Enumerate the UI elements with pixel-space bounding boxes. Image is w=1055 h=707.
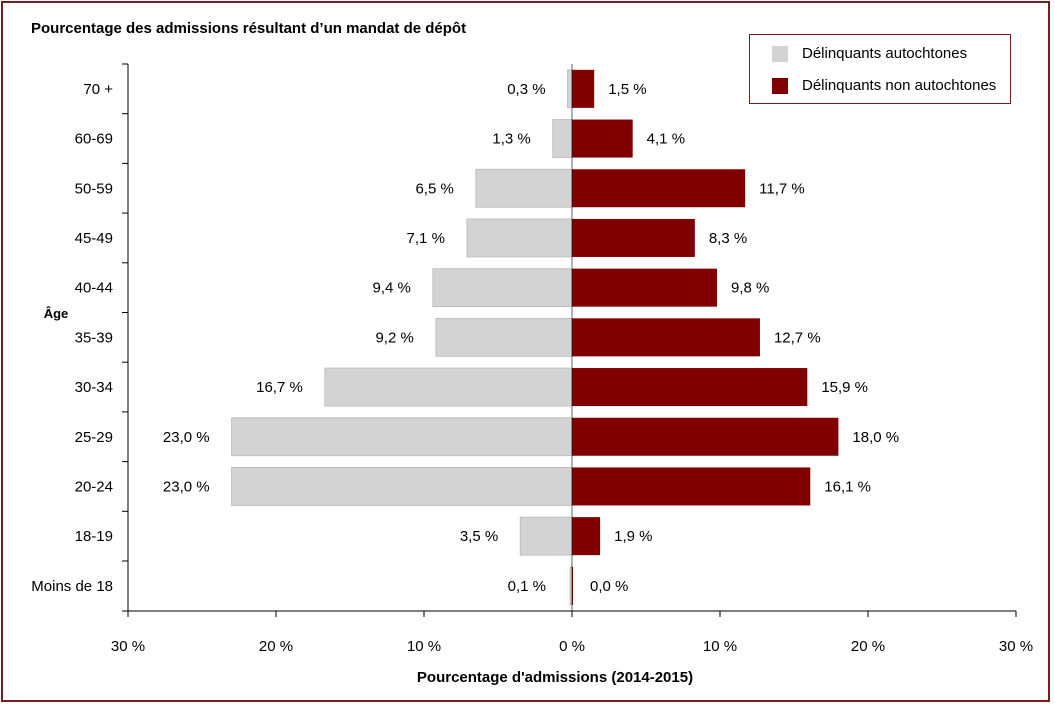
bar-non-aboriginal <box>572 417 839 456</box>
y-axis-label: Âge <box>44 306 69 321</box>
data-label-non-aboriginal: 16,1 % <box>824 478 871 495</box>
x-tick-label: 30 % <box>111 638 145 655</box>
legend-swatch-non-aboriginal <box>772 77 788 94</box>
bar-non-aboriginal <box>572 566 573 605</box>
y-tick-label: 20-24 <box>75 478 113 495</box>
data-label-aboriginal: 16,7 % <box>256 379 303 396</box>
y-tick-label: 60-69 <box>75 131 113 148</box>
data-label-non-aboriginal: 4,1 % <box>647 131 685 148</box>
x-tick-label: 20 % <box>851 638 885 655</box>
y-tick-label: 40-44 <box>75 280 113 297</box>
data-label-non-aboriginal: 11,7 % <box>759 180 805 197</box>
bar-non-aboriginal <box>572 218 695 257</box>
y-tick-label: 45-49 <box>75 230 113 247</box>
data-label-aboriginal: 9,2 % <box>375 329 413 346</box>
y-tick-label: 35-39 <box>75 329 113 346</box>
legend-label-non-aboriginal: Délinquants non autochtones <box>802 77 997 94</box>
bar-aboriginal <box>475 168 573 208</box>
data-label-non-aboriginal: 8,3 % <box>709 230 747 247</box>
data-label-non-aboriginal: 0,0 % <box>590 578 628 595</box>
chart-legend: Délinquants autochtones Délinquants non … <box>749 34 1011 104</box>
data-label-non-aboriginal: 1,9 % <box>614 528 652 545</box>
bar-aboriginal <box>324 367 573 407</box>
data-label-aboriginal: 9,4 % <box>373 280 411 297</box>
bar-aboriginal <box>519 516 573 556</box>
data-label-aboriginal: 6,5 % <box>415 180 453 197</box>
legend-swatch-aboriginal <box>772 45 788 62</box>
data-label-aboriginal: 0,3 % <box>507 81 545 98</box>
legend-item-non-aboriginal: Délinquants non autochtones <box>772 77 996 94</box>
data-label-aboriginal: 3,5 % <box>460 528 498 545</box>
bar-non-aboriginal <box>572 368 808 407</box>
bar-aboriginal <box>432 268 573 308</box>
bar-non-aboriginal <box>572 169 746 208</box>
bar-aboriginal <box>231 467 573 506</box>
x-tick-label: 30 % <box>999 638 1033 655</box>
bar-non-aboriginal <box>572 318 760 357</box>
bar-aboriginal <box>466 218 573 258</box>
x-tick-label: 0 % <box>559 638 585 655</box>
y-tick-label: 50-59 <box>75 180 113 197</box>
data-label-non-aboriginal: 15,9 % <box>821 379 868 396</box>
data-label-aboriginal: 23,0 % <box>163 478 210 495</box>
bar-non-aboriginal <box>572 69 595 108</box>
x-tick-label: 10 % <box>407 638 441 655</box>
x-tick-label: 10 % <box>703 638 737 655</box>
data-label-non-aboriginal: 9,8 % <box>731 280 769 297</box>
data-label-non-aboriginal: 1,5 % <box>608 81 646 98</box>
data-label-aboriginal: 7,1 % <box>407 230 445 247</box>
bar-aboriginal <box>552 119 573 158</box>
bar-aboriginal <box>567 69 573 109</box>
bar-aboriginal <box>231 417 573 457</box>
data-label-non-aboriginal: 18,0 % <box>852 429 899 446</box>
bar-non-aboriginal <box>572 268 718 307</box>
x-axis-label: Pourcentage d'admissions (2014-2015) <box>417 669 693 686</box>
legend-label-aboriginal: Délinquants autochtones <box>802 45 968 62</box>
bar-non-aboriginal <box>572 119 633 158</box>
data-label-aboriginal: 1,3 % <box>492 131 530 148</box>
data-label-aboriginal: 0,1 % <box>508 578 546 595</box>
bar-non-aboriginal <box>572 467 811 506</box>
data-label-non-aboriginal: 12,7 % <box>774 329 821 346</box>
y-tick-label: Moins de 18 <box>31 578 113 595</box>
chart-title: Pourcentage des admissions résultant d’u… <box>31 20 467 37</box>
y-tick-label: 25-29 <box>75 429 113 446</box>
x-tick-label: 20 % <box>259 638 293 655</box>
data-label-aboriginal: 23,0 % <box>163 429 210 446</box>
bar-non-aboriginal <box>572 517 601 556</box>
y-tick-label: 18-19 <box>75 528 113 545</box>
legend-item-aboriginal: Délinquants autochtones <box>772 45 967 62</box>
bar-aboriginal <box>435 317 573 357</box>
y-tick-label: 70 + <box>83 81 113 98</box>
y-tick-label: 30-34 <box>75 379 113 396</box>
